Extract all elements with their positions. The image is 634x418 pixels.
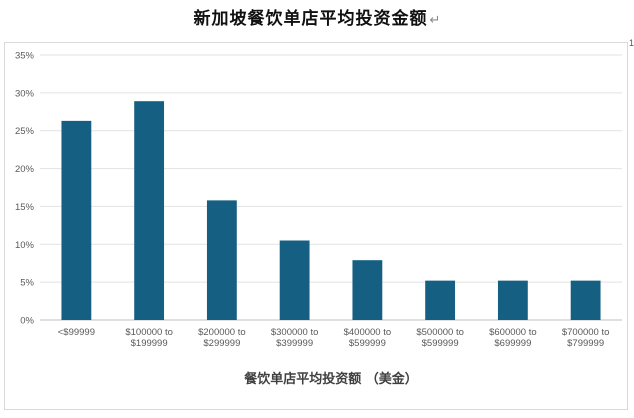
bar [134,101,165,320]
x-tick-label: $599999 [422,338,459,349]
bar [497,280,528,320]
x-tick-label: <$99999 [58,327,95,338]
x-tick-label: $399999 [276,338,313,349]
chart-title-row: 新加坡餐饮单店平均投资金额 ↵ [0,4,634,32]
x-tick-label: $600000 to [489,327,537,338]
y-tick-label: 0% [20,316,34,327]
y-tick-label: 15% [15,202,35,213]
y-tick-label: 20% [15,164,35,175]
bar [61,120,92,320]
x-tick-label: $699999 [494,338,531,349]
bar [352,260,383,320]
x-tick-label: $200000 to [198,327,246,338]
bar [425,280,456,320]
x-tick-label: $100000 to [125,327,173,338]
x-tick-label: $599999 [349,338,386,349]
bar [206,200,237,320]
x-tick-label: $300000 to [271,327,319,338]
y-tick-label: 35% [15,51,35,62]
x-tick-label: $299999 [203,338,240,349]
y-tick-label: 10% [15,240,35,251]
edge-mark: 1 [629,38,634,48]
chart-frame [4,42,628,410]
x-tick-label: $500000 to [416,327,464,338]
y-tick-label: 5% [20,278,34,289]
x-tick-label: $700000 to [562,327,610,338]
y-tick-label: 30% [15,88,35,99]
x-tick-label: $799999 [567,338,604,349]
y-tick-label: 25% [15,126,35,137]
bar [570,280,601,320]
x-tick-label: $199999 [131,338,168,349]
chart-title: 新加坡餐饮单店平均投资金额 [193,9,428,29]
x-axis-title: 餐饮单店平均投资额 （美金） [243,371,418,387]
x-tick-label: $400000 to [344,327,392,338]
bar [279,240,310,320]
paragraph-mark-icon: ↵ [429,13,441,28]
